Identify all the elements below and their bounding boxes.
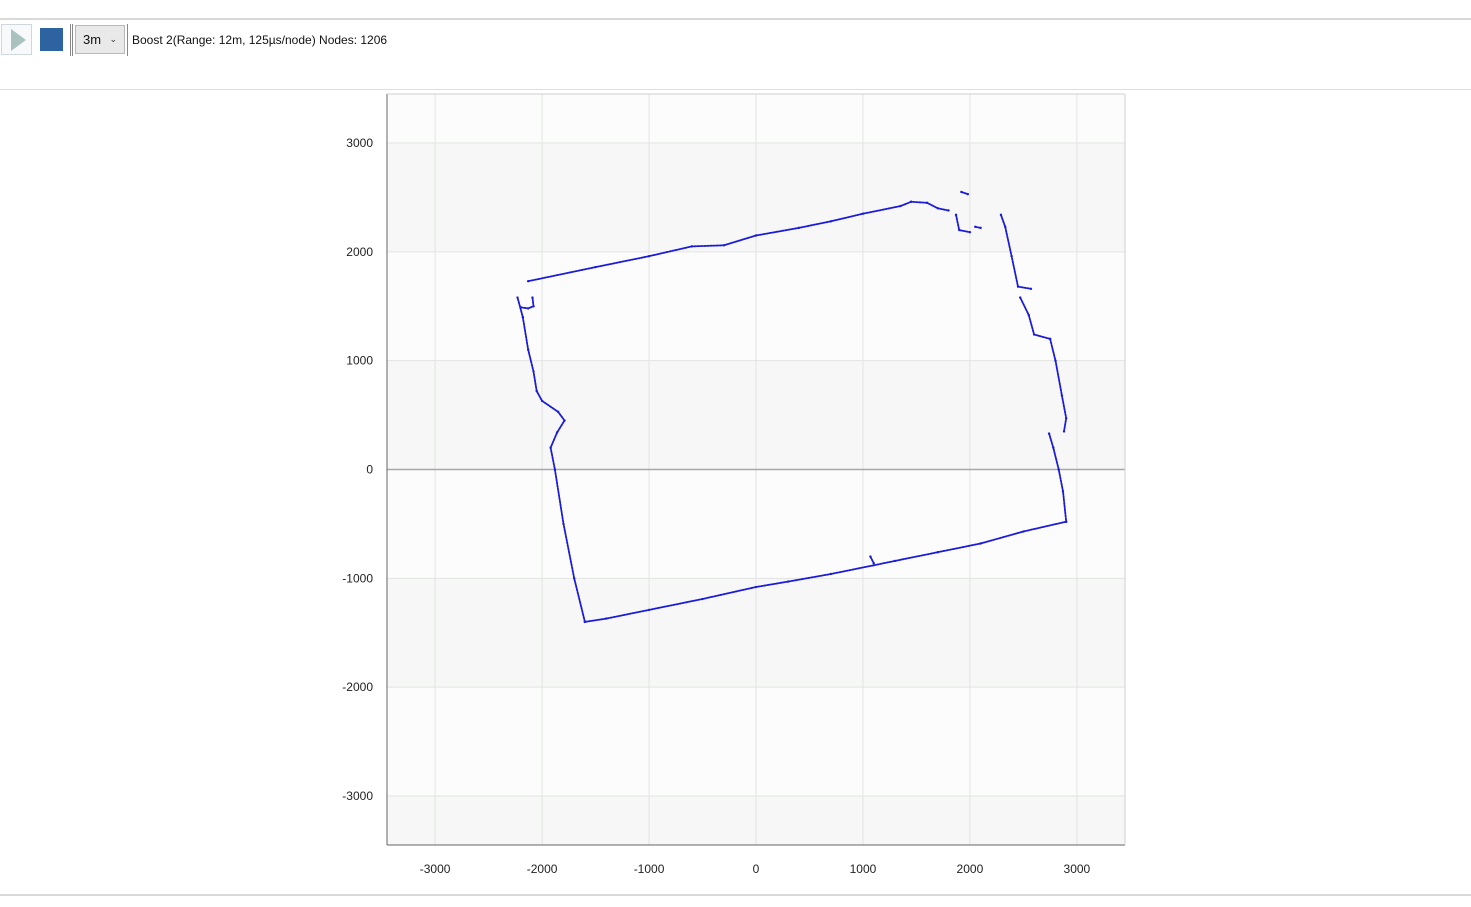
scan-point <box>594 266 596 268</box>
y-tick-label: 0 <box>366 463 373 477</box>
x-tick-label: -1000 <box>634 862 665 876</box>
scan-point <box>541 400 543 402</box>
scan-point <box>1017 285 1019 287</box>
y-tick-label: -3000 <box>342 789 373 803</box>
x-tick-label: -3000 <box>420 862 451 876</box>
scan-point <box>974 226 976 228</box>
bottom-divider <box>0 894 1471 896</box>
scan-point <box>557 411 559 413</box>
scan-point <box>894 560 896 562</box>
scan-point <box>563 419 565 421</box>
x-tick-label: 2000 <box>957 862 984 876</box>
scan-point <box>787 580 789 582</box>
scan-point <box>899 205 901 207</box>
scan-point <box>554 468 556 470</box>
y-tick-label: -1000 <box>342 571 373 585</box>
scan-point <box>527 349 529 351</box>
x-tick-label: -2000 <box>527 862 558 876</box>
scan-point <box>1057 468 1059 470</box>
x-tick-label: 0 <box>753 862 760 876</box>
scan-point <box>527 307 529 309</box>
scan-point <box>536 390 538 392</box>
scan-point <box>830 573 832 575</box>
scan-point <box>691 245 693 247</box>
scan-point <box>516 296 518 298</box>
y-tick-label: 2000 <box>346 245 373 259</box>
scan-point <box>1033 333 1035 335</box>
scan-point <box>519 306 521 308</box>
scan-point <box>522 316 524 318</box>
x-tick-label: 1000 <box>850 862 877 876</box>
scan-point <box>532 370 534 372</box>
scan-point <box>1052 447 1054 449</box>
scan-point <box>1022 530 1024 532</box>
scan-point <box>830 220 832 222</box>
scan-point <box>648 255 650 257</box>
scan-point <box>910 201 912 203</box>
scan-point <box>955 214 957 216</box>
scan-point <box>1049 338 1051 340</box>
scan-point <box>701 598 703 600</box>
y-tick-label: -2000 <box>342 680 373 694</box>
y-tick-label: 1000 <box>346 354 373 368</box>
scan-point <box>872 562 874 564</box>
scan-point <box>947 209 949 211</box>
scan-point <box>723 244 725 246</box>
scan-point <box>958 229 960 231</box>
scan-point <box>1063 430 1065 432</box>
scan-point <box>1048 432 1050 434</box>
scan-point <box>1028 314 1030 316</box>
scan-point <box>967 193 969 195</box>
scan-point <box>1010 255 1012 257</box>
scan-point <box>562 523 564 525</box>
scan-point <box>1065 521 1067 523</box>
scan-point <box>584 621 586 623</box>
y-tick-label: 3000 <box>346 136 373 150</box>
scan-point <box>648 609 650 611</box>
scan-point <box>862 213 864 215</box>
scan-point <box>937 551 939 553</box>
x-tick-label: 3000 <box>1064 862 1091 876</box>
scan-point <box>1000 214 1002 216</box>
scan-point <box>969 231 971 233</box>
scan-point <box>1054 359 1056 361</box>
scan-point <box>1062 490 1064 492</box>
scan-point <box>531 296 533 298</box>
scan-point <box>1030 288 1032 290</box>
scan-point <box>605 617 607 619</box>
scan-point <box>755 586 757 588</box>
scan-point <box>755 234 757 236</box>
scan-point <box>556 431 558 433</box>
scan-point <box>960 191 962 193</box>
scan-point <box>1061 394 1063 396</box>
scan-point <box>937 207 939 209</box>
scan-point <box>979 542 981 544</box>
scan-point <box>573 577 575 579</box>
scan-point <box>549 447 551 449</box>
scan-point <box>872 564 874 566</box>
scan-point <box>532 305 534 307</box>
scan-point <box>926 202 928 204</box>
scan-point <box>869 555 871 557</box>
scan-point <box>527 280 529 282</box>
scan-point <box>1019 296 1021 298</box>
scan-point <box>979 227 981 229</box>
scan-point <box>1004 226 1006 228</box>
scan-point <box>1065 417 1067 419</box>
scan-point <box>798 227 800 229</box>
